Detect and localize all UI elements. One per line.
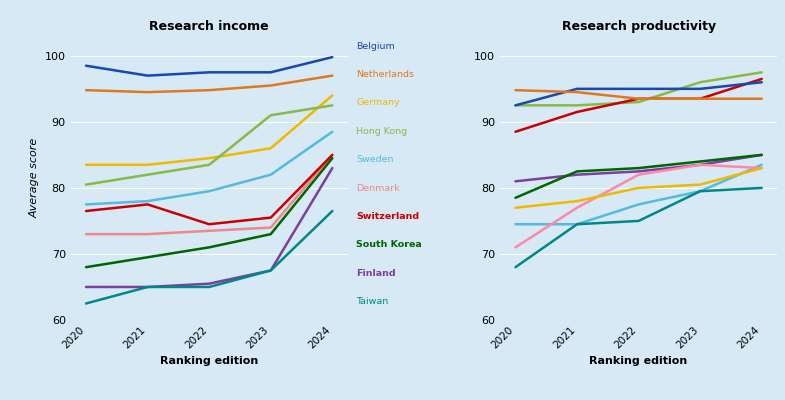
Text: Belgium: Belgium xyxy=(356,42,395,51)
Text: Taiwan: Taiwan xyxy=(356,297,389,306)
Title: Research productivity: Research productivity xyxy=(561,20,716,34)
Text: South Korea: South Korea xyxy=(356,240,422,250)
Text: Netherlands: Netherlands xyxy=(356,70,414,79)
Title: Research income: Research income xyxy=(149,20,269,34)
Text: Switzerland: Switzerland xyxy=(356,212,419,221)
X-axis label: Ranking edition: Ranking edition xyxy=(590,356,688,366)
X-axis label: Ranking edition: Ranking edition xyxy=(160,356,258,366)
Text: Finland: Finland xyxy=(356,269,396,278)
Text: Sweden: Sweden xyxy=(356,155,393,164)
Text: Denmark: Denmark xyxy=(356,184,400,193)
Text: Germany: Germany xyxy=(356,98,400,108)
Text: Hong Kong: Hong Kong xyxy=(356,127,407,136)
Y-axis label: Average score: Average score xyxy=(29,138,39,218)
